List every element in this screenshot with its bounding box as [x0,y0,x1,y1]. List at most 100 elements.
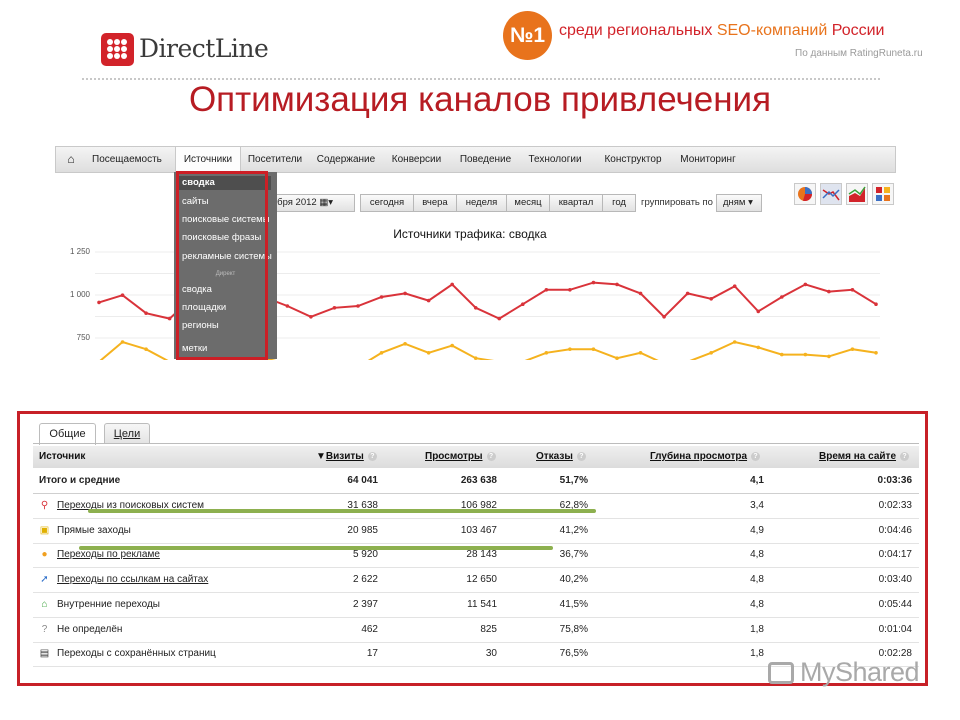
group-by-label: группировать по [641,197,713,208]
logo-dot [121,46,127,52]
col-source: Источник [39,451,86,462]
line-chart-icon[interactable] [820,183,842,205]
period-button-3[interactable]: неделя [456,194,507,212]
watermark-icon [768,662,794,684]
dropdown-item[interactable]: поисковые фразы [182,232,262,243]
dropdown-item[interactable]: сайты [182,196,209,207]
date-range-picker[interactable]: ября 2012 ▦▾ [265,194,355,212]
dropdown-item[interactable]: сводка [182,284,212,295]
table-row: ⌂ Внутренние переходы 2 397 11 541 41,5% 4,8 0… [33,593,919,618]
cell-bounce: 41,5% [559,598,588,610]
col-bounce[interactable]: Отказы? [536,446,586,468]
data-point [874,302,878,306]
data-point [803,352,808,357]
house-icon[interactable]: ⌂ [67,152,75,166]
cell-visits: 5 920 [352,549,378,561]
area-chart-icon[interactable] [846,183,868,205]
dropdown-item[interactable]: метки [182,343,208,354]
dropdown-item[interactable]: рекламные системы [182,251,272,262]
cell-time: 0:04:17 [878,549,912,561]
col-depth[interactable]: Глубина просмотра? [650,446,761,468]
logo-dot [121,39,127,45]
cell-time: 0:02:33 [878,500,912,511]
help-icon[interactable]: ? [751,452,761,461]
data-point [638,291,643,296]
rank-badge: №1 [503,11,552,60]
help-icon[interactable]: ? [900,452,910,461]
period-button-2[interactable]: вчера [413,194,457,212]
cell-bounce: 75,8% [559,623,588,635]
cell-time: 0:02:28 [878,648,912,660]
data-point [403,291,407,296]
data-point [403,342,407,346]
y-tick-label: 1 000 [69,290,90,299]
cell-views: 12 650 [466,574,497,586]
data-point [732,284,737,288]
pie-chart-icon[interactable] [794,183,816,205]
nav-item-4[interactable]: Содержание [316,154,376,165]
dropdown-section-label: Директ [215,271,236,277]
data-point [591,347,596,351]
table-header: Источник ▼Визиты? Просмотры? Отказы? Глу… [33,446,919,468]
cell-visits: 17 [366,648,378,660]
group-by-select[interactable]: дням ▾ [716,194,762,212]
source-name: Внутренние переходы [57,598,160,610]
nav-item-1[interactable]: Посещаемость [92,154,162,165]
source-name[interactable]: Переходы по рекламе [57,549,160,561]
data-point [709,351,713,355]
dropdown-item[interactable]: регионы [182,320,219,331]
data-point [379,351,384,355]
nav-item-7[interactable]: Технологии [528,154,582,165]
tab-goals[interactable]: Цели [104,423,150,444]
period-button-4[interactable]: месяц [506,194,550,212]
data-point [615,356,619,360]
help-icon[interactable]: ? [486,452,496,461]
data-point [309,315,313,319]
question-icon: ? [41,623,48,635]
cell-views: 11 541 [467,598,497,610]
nav-item-9[interactable]: Мониторинг [680,154,736,165]
dropdown-item[interactable]: площадки [182,302,227,313]
underline-annotation [79,546,553,550]
totals-depth: 4,1 [750,475,764,486]
logo-dot [107,39,113,45]
col-visits[interactable]: ▼Визиты? [316,446,377,468]
nav-item-2[interactable]: Источники [175,147,241,173]
logo-dot [114,53,120,59]
period-button-6[interactable]: год [602,194,636,212]
link-arrow-icon: ➚ [40,574,49,586]
data-point [874,351,878,355]
source-name: Переходы с сохранённых страниц [57,648,216,660]
source-name: Не определён [57,623,123,635]
data-point [615,282,619,287]
cell-time: 0:05:44 [878,598,912,610]
totals-visits: 64 041 [347,475,378,486]
dropdown-item[interactable]: поисковые системы [182,214,270,225]
data-point [144,347,148,351]
table-row: ▣ Прямые заходы 20 985 103 467 41,2% 4,9 0:04:… [33,519,919,544]
cell-views: 28 143 [466,549,497,561]
sources-dropdown-menu: сводка сайты поисковые системы поисковые фр… [174,172,277,359]
data-point [827,354,831,359]
watermark-text: MyShared [800,657,920,687]
col-time[interactable]: Время на сайте? [819,446,910,468]
cell-views: 106 982 [460,500,497,511]
source-name[interactable]: Переходы по ссылкам на сайтах [57,574,209,586]
nav-item-5[interactable]: Конверсии [391,154,442,165]
bar-chart-icon[interactable] [872,183,894,205]
home-green-icon: ⌂ [41,598,48,610]
col-views[interactable]: Просмотры? [425,446,496,468]
tab-general[interactable]: Общие [39,423,96,445]
period-button-5[interactable]: квартал [549,194,603,212]
data-point [709,297,713,301]
help-icon[interactable]: ? [367,452,377,461]
nav-item-8[interactable]: Конструктор [604,154,662,165]
help-icon[interactable]: ? [576,452,586,461]
data-point [450,282,454,287]
period-button-1[interactable]: сегодня [360,194,414,212]
nav-item-6[interactable]: Поведение [459,154,512,165]
table-row: ▤ Переходы с сохранённых страниц 17 30 76,5%… [33,642,919,668]
nav-item-3[interactable]: Посетители [247,154,303,165]
dropdown-item[interactable]: сводка [178,176,271,190]
source-name[interactable]: Переходы из поисковых систем [57,500,205,511]
